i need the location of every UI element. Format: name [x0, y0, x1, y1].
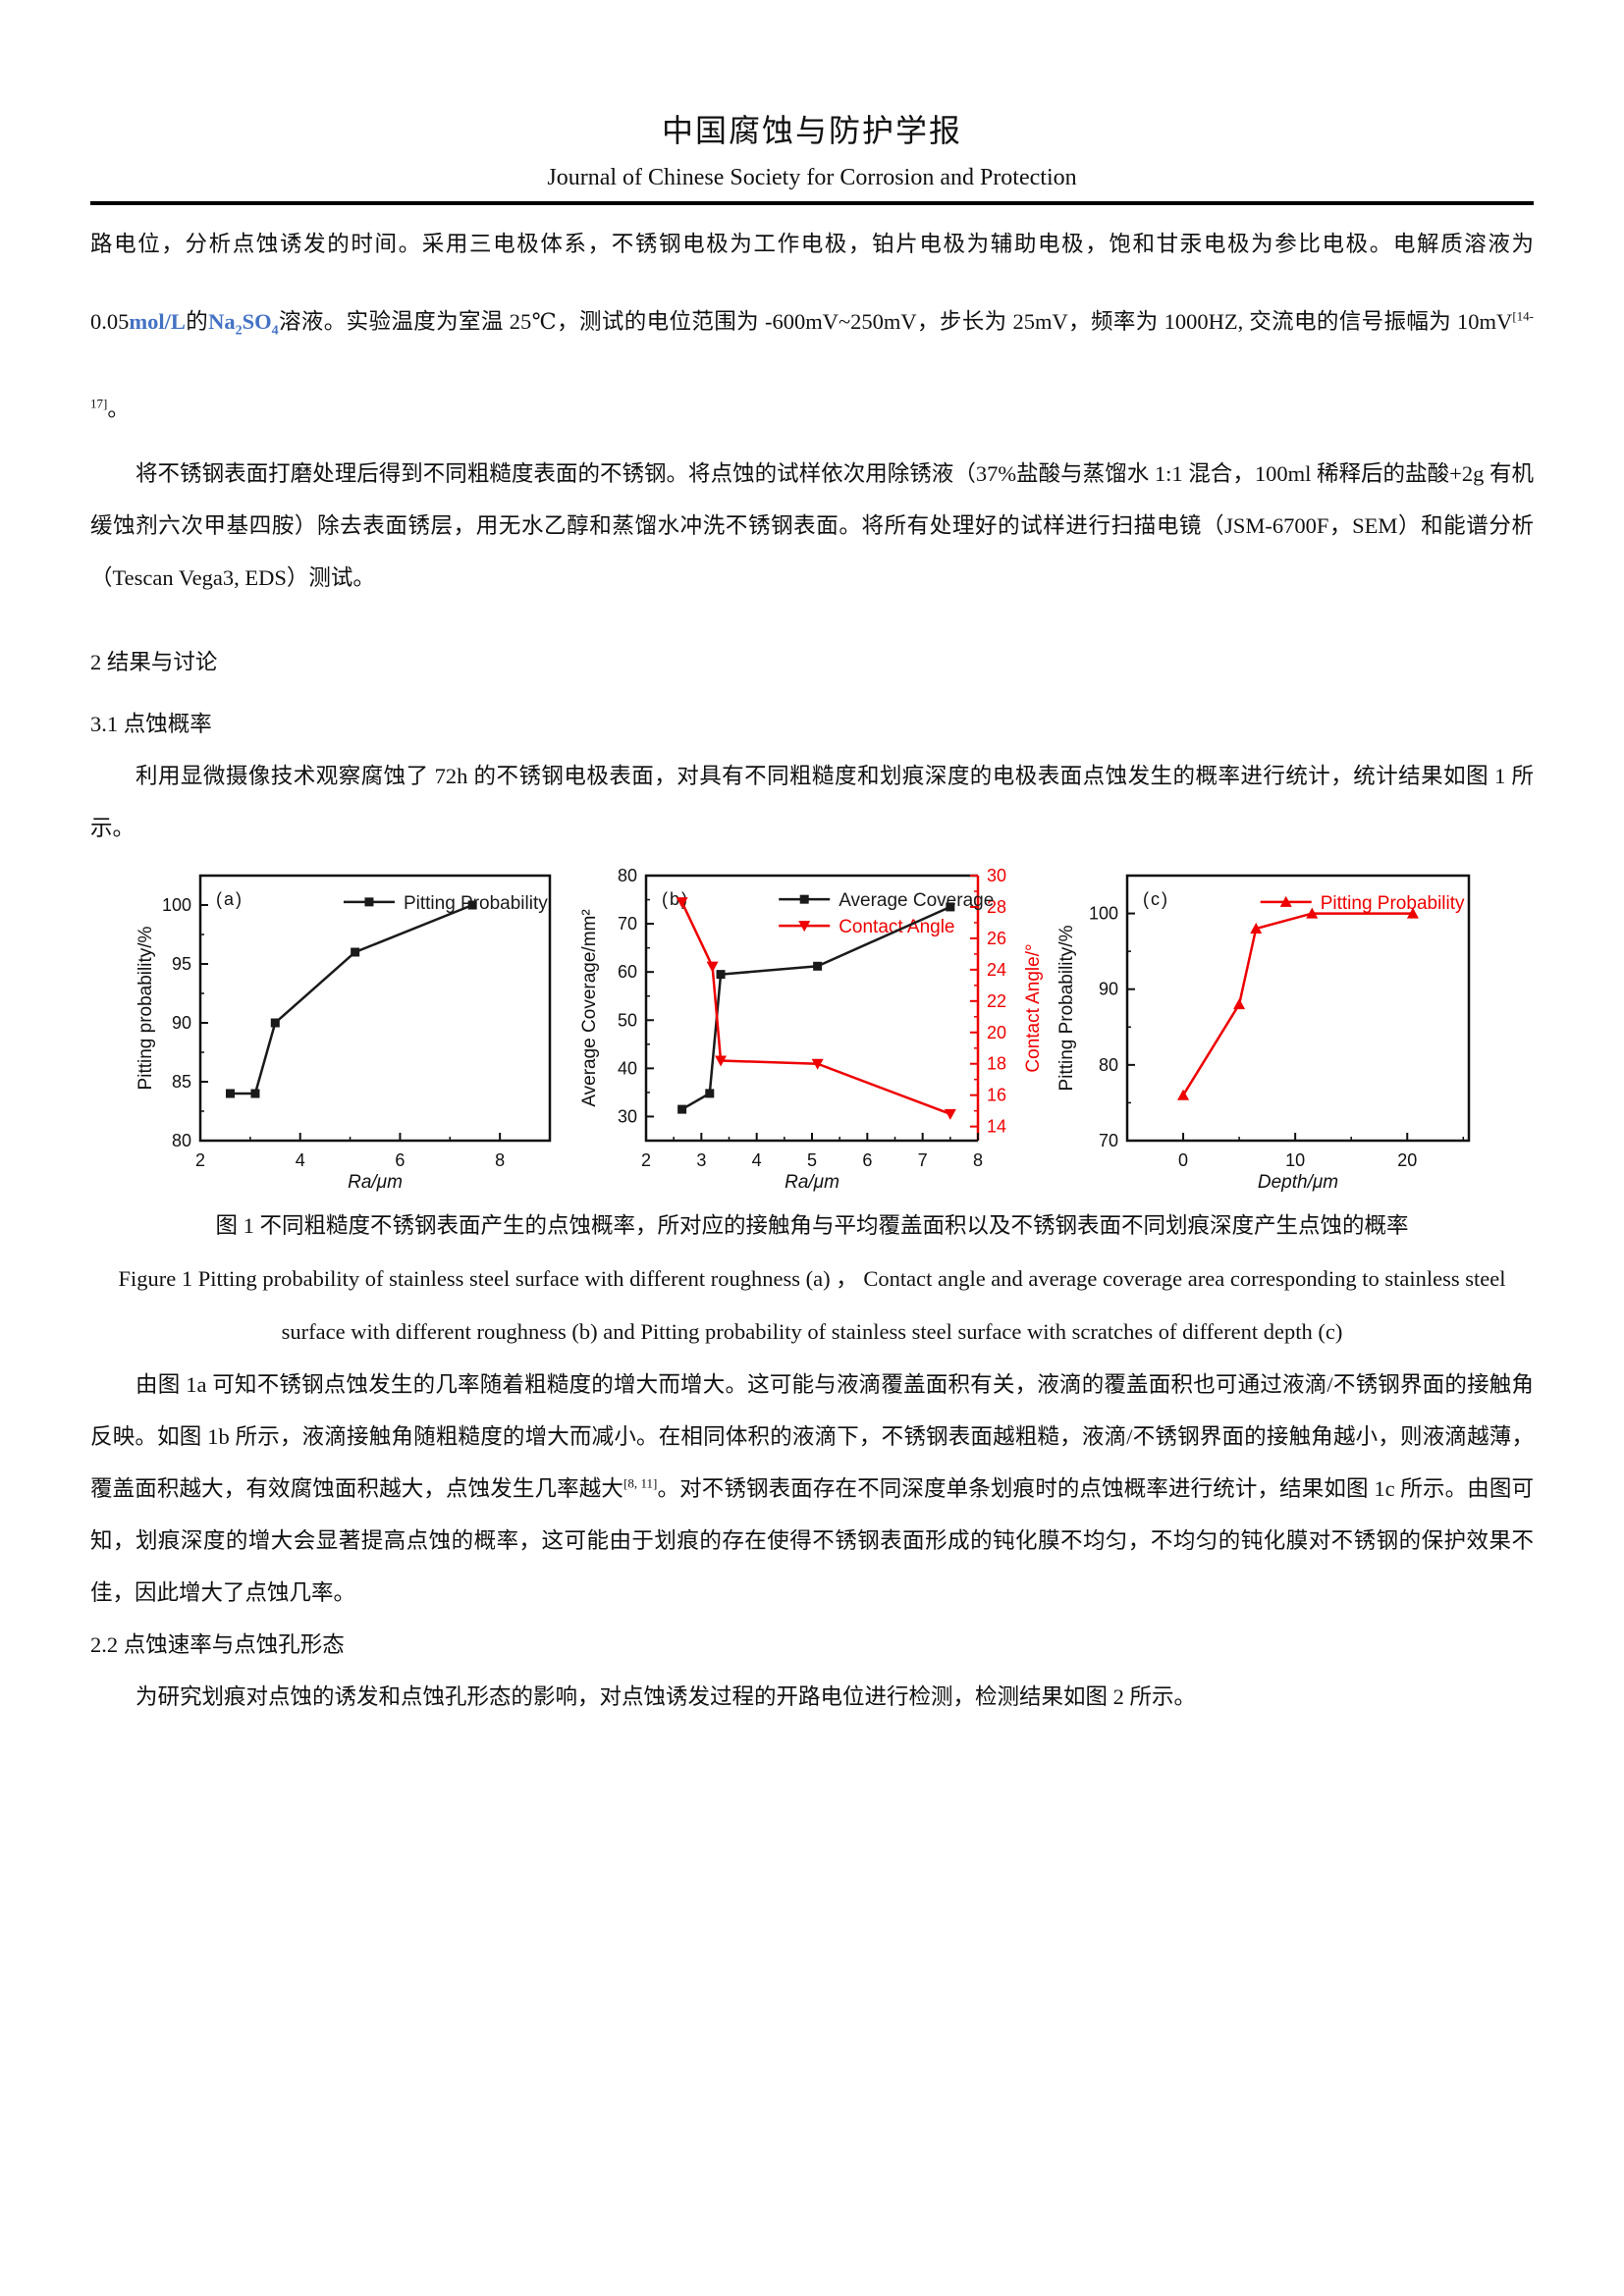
svg-text:6: 6 [395, 1150, 405, 1170]
p1-text-pre: 路电位，分析点蚀诱发的时间。采用三电极体系，不锈钢电极为工作电极，铂片电极为辅助… [90, 232, 1534, 334]
svg-text:Pitting Probability: Pitting Probability [1321, 892, 1465, 913]
svg-text:Pitting Probability/%: Pitting Probability/% [1056, 925, 1077, 1091]
svg-text:20: 20 [987, 1022, 1006, 1041]
figure-1: 2 4 6 8 80 85 90 95 100 Ra/μm Pitting probability/… [90, 860, 1534, 1200]
formula-mol-per-l: mol/L [129, 309, 186, 334]
svg-text:Average Coverage/mm²: Average Coverage/mm² [579, 909, 600, 1106]
svg-text:22: 22 [987, 990, 1006, 1010]
chart-b-coverage-contact-angle: 2 3 4 5 6 7 8 30 40 50 60 70 80 14 16 18 20 22 24 26 28 30 Ra/… [579, 866, 1044, 1193]
formula-so: SO [242, 309, 272, 334]
svg-text:90: 90 [1099, 979, 1118, 998]
svg-text:24: 24 [987, 959, 1006, 979]
p4-text-pre: 由图 1a 可知不锈钢点蚀发生的几率随着粗糙度的增大而增大。这可能与液滴覆盖面积… [90, 1371, 1534, 1501]
svg-text:40: 40 [618, 1058, 637, 1078]
formula-na: Na [208, 309, 236, 334]
p1-text-de: 的 [185, 309, 209, 334]
svg-text:Pitting probability/%: Pitting probability/% [135, 926, 156, 1090]
paragraph-sample-preparation: 将不锈钢表面打磨处理后得到不同粗糙度表面的不锈钢。将点蚀的试样依次用除锈液（37… [90, 460, 1534, 590]
svg-text:10: 10 [1285, 1150, 1305, 1170]
svg-text:(c): (c) [1143, 889, 1169, 909]
svg-text:100: 100 [162, 895, 191, 915]
svg-text:18: 18 [987, 1053, 1006, 1073]
svg-text:100: 100 [1089, 903, 1118, 923]
svg-text:7: 7 [918, 1150, 928, 1170]
formula-na2so4: Na2SO4 [208, 309, 279, 339]
svg-text:28: 28 [987, 896, 1006, 916]
svg-text:(a): (a) [216, 889, 244, 909]
svg-text:85: 85 [172, 1072, 191, 1092]
paragraph-ocp-measurement: 为研究划痕对点蚀的诱发和点蚀孔形态的影响，对点蚀诱发过程的开路电位进行检测，检测… [135, 1683, 1197, 1709]
section-heading-pitting-probability: 3.1 点蚀概率 [90, 711, 212, 736]
svg-text:90: 90 [172, 1013, 191, 1033]
p1-text-end: 。 [107, 396, 130, 421]
svg-text:5: 5 [807, 1150, 817, 1170]
section-heading-pit-rate-morphology: 2.2 点蚀速率与点蚀孔形态 [90, 1631, 345, 1657]
svg-text:Depth/μm: Depth/μm [1258, 1172, 1338, 1193]
svg-text:2: 2 [641, 1150, 651, 1170]
svg-text:16: 16 [987, 1085, 1006, 1104]
svg-text:50: 50 [618, 1010, 637, 1030]
citation-14-17: [14-17] [90, 308, 1534, 410]
paragraph-discussion: 由图 1a 可知不锈钢点蚀发生的几率随着粗糙度的增大而增大。这可能与液滴覆盖面积… [90, 1359, 1534, 1619]
figure-1-caption-cn: 图 1 不同粗糙度不锈钢表面产生的点蚀概率，所对应的接触角与平均覆盖面积以及不锈… [215, 1212, 1409, 1238]
svg-text:Ra/μm: Ra/μm [348, 1172, 403, 1193]
paragraph-statistics-intro: 利用显微摄像技术观察腐蚀了 72h 的不锈钢电极表面，对具有不同粗糙度和划痕深度… [90, 763, 1534, 840]
chart-c-pitting-probability-depth: 0 10 20 70 80 90 100 Depth/μm Pitting Probabilit… [1056, 874, 1471, 1193]
svg-text:3: 3 [696, 1150, 706, 1170]
svg-text:20: 20 [1397, 1150, 1417, 1170]
svg-text:80: 80 [1099, 1054, 1118, 1074]
svg-text:60: 60 [618, 962, 637, 982]
svg-text:30: 30 [618, 1106, 637, 1126]
figure-1-caption-en: Figure 1 Pitting probability of stainles… [118, 1265, 1506, 1344]
svg-text:26: 26 [987, 928, 1006, 947]
p4-text-post: 。对不锈钢表面存在不同深度单条划痕时的点蚀概率进行统计，结果如图 1c 所示。由… [90, 1475, 1534, 1605]
svg-text:4: 4 [752, 1150, 762, 1170]
journal-title-en: Journal of Chinese Society for Corrosion… [547, 165, 1077, 190]
section-heading-results: 2 结果与讨论 [90, 649, 218, 674]
svg-text:8: 8 [973, 1150, 983, 1170]
svg-text:30: 30 [987, 866, 1006, 885]
svg-text:8: 8 [495, 1150, 505, 1170]
formula-sub-2: 2 [235, 323, 243, 339]
p1-text-mid: 溶液。实验温度为室温 25℃，测试的电位范围为 -600mV~250mV，步长为… [278, 309, 1513, 334]
svg-text:70: 70 [618, 914, 637, 934]
header-rule [90, 201, 1534, 205]
svg-text:6: 6 [862, 1150, 872, 1170]
svg-text:95: 95 [172, 954, 191, 974]
journal-title-cn: 中国腐蚀与防护学报 [661, 113, 962, 148]
citation-8-11: [8, 11] [623, 1475, 658, 1490]
svg-text:Contact Angle: Contact Angle [839, 917, 954, 937]
paragraph-electrode-setup: 路电位，分析点蚀诱发的时间。采用三电极体系，不锈钢电极为工作电极，铂片电极为辅助… [90, 205, 1534, 448]
svg-text:4: 4 [296, 1150, 305, 1170]
page-content: 中国腐蚀与防护学报 Journal of Chinese Society for… [90, 113, 1534, 1709]
svg-text:70: 70 [1099, 1131, 1118, 1150]
svg-text:Contact Angle/°: Contact Angle/° [1023, 943, 1044, 1072]
formula-sub-4: 4 [271, 323, 279, 339]
svg-text:0: 0 [1178, 1150, 1188, 1170]
svg-text:14: 14 [987, 1116, 1006, 1136]
svg-text:Average Coverage: Average Coverage [839, 890, 994, 911]
chart-a-pitting-probability-roughness: 2 4 6 8 80 85 90 95 100 Ra/μm Pitting probability/… [135, 874, 552, 1193]
svg-text:2: 2 [195, 1150, 205, 1170]
svg-text:80: 80 [618, 866, 637, 885]
svg-text:80: 80 [172, 1131, 191, 1150]
svg-text:Ra/μm: Ra/μm [785, 1172, 839, 1193]
